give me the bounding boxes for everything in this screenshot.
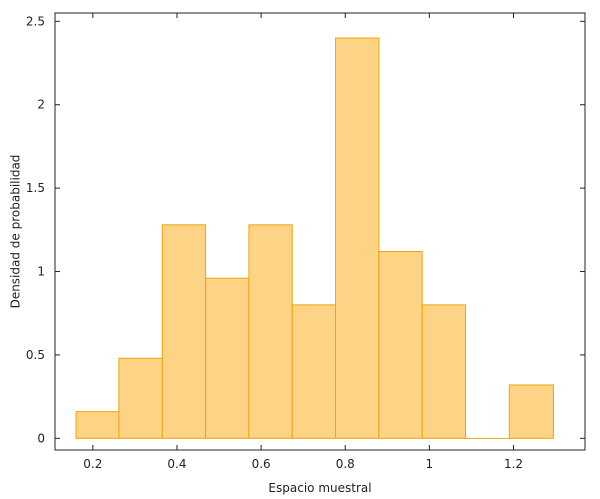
y-tick-label: 0.5 (26, 348, 45, 362)
x-axis-ticks: 0.2 0.4 0.6 0.8 1 1.2 (83, 13, 523, 471)
x-tick-label: 0.8 (336, 457, 355, 471)
histogram-bar (75, 411, 120, 439)
y-tick-label: 0 (37, 431, 45, 445)
x-tick-label: 1.2 (504, 457, 523, 471)
histogram-bar (118, 357, 163, 439)
histogram-bar (508, 384, 554, 439)
y-tick-label: 2.5 (26, 14, 45, 28)
x-axis-title: Espacio muestral (268, 481, 371, 495)
x-tick-label: 0.2 (83, 457, 102, 471)
bars-group (75, 37, 554, 439)
histogram-bar (205, 277, 250, 439)
histogram-bar (421, 304, 467, 439)
y-axis-ticks: 0 0.5 1 1.5 2 2.5 (26, 14, 585, 445)
histogram-bar (335, 37, 380, 439)
x-tick-label: 0.6 (252, 457, 271, 471)
histogram-bar (161, 224, 207, 439)
y-axis-title: Densidad de probabilidad (9, 155, 23, 309)
histogram-bar (291, 304, 337, 439)
y-tick-label: 1 (37, 265, 45, 279)
y-tick-label: 2 (37, 98, 45, 112)
x-tick-label: 0.4 (167, 457, 186, 471)
y-tick-label: 1.5 (26, 181, 45, 195)
x-tick-label: 1 (426, 457, 434, 471)
histogram-bar (378, 251, 423, 439)
histogram-bar (248, 224, 293, 439)
plot-frame (54, 12, 586, 451)
